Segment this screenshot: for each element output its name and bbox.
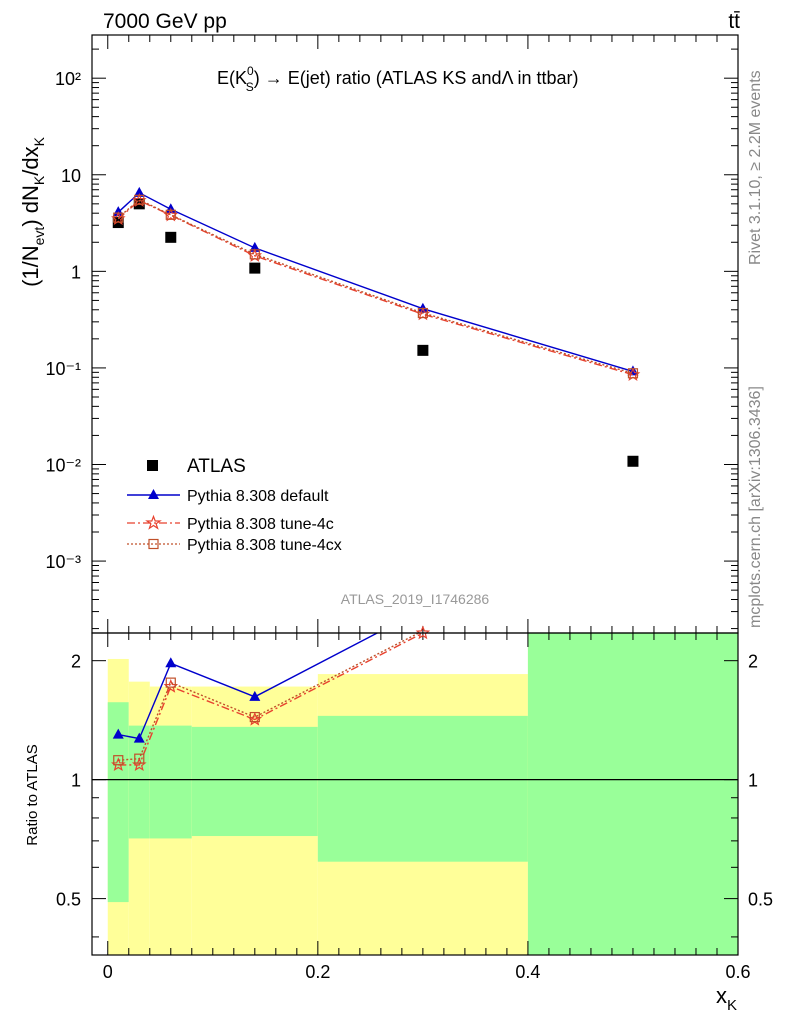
ratio-panel-series bbox=[111, 625, 431, 772]
band-green bbox=[149, 725, 192, 839]
atlas-point bbox=[627, 455, 639, 467]
x-tick-label: 0.2 bbox=[305, 962, 330, 982]
main-line-tune4cx bbox=[117, 198, 634, 374]
ratio-point-default bbox=[112, 728, 124, 739]
x-axis-label: xK bbox=[716, 983, 737, 1014]
svg-text:(1/Nevt) dNK/dxK: (1/Nevt) dNK/dxK bbox=[18, 136, 47, 287]
main-point-tune4cx bbox=[417, 307, 428, 319]
atlas-point bbox=[249, 262, 261, 274]
x-tick-label: 0 bbox=[103, 962, 113, 982]
ratio-point-default bbox=[133, 732, 145, 743]
atlas-point bbox=[165, 231, 177, 243]
band-green bbox=[317, 715, 528, 862]
rivet-label: Rivet 3.1.10, ≥ 2.2M events bbox=[747, 70, 764, 265]
band-green bbox=[527, 633, 738, 955]
tick-labels: 0 0.2 0.4 0.6 10⁻³ 10⁻² 10⁻¹ 1 10 10² 0.5 0.5 1 1 2 2 bbox=[45, 69, 773, 982]
ratio-y-tick-label-right: 0.5 bbox=[748, 890, 773, 910]
energy-label: 7000 GeV pp bbox=[103, 10, 227, 33]
ratio-y-tick-label-right: 1 bbox=[748, 771, 758, 791]
ratio-point-default bbox=[249, 690, 261, 701]
main-line-default bbox=[117, 191, 634, 373]
uncertainty-bands bbox=[92, 633, 738, 955]
legend-tune4c-marker bbox=[145, 514, 162, 530]
legend-item-tune4cx: Pythia 8.308 tune-4cx bbox=[127, 537, 342, 554]
main-point-tune4cx bbox=[249, 249, 260, 260]
main-point-tune4cx bbox=[113, 212, 124, 223]
atlas-point bbox=[417, 344, 429, 356]
legend-default-label: Pythia 8.308 default bbox=[187, 488, 329, 505]
legend-item-default: Pythia 8.308 default bbox=[127, 488, 329, 505]
main-point-tune4cx bbox=[134, 194, 145, 205]
svg-text:E(K0S) → E(jet) ratio (ATLAS K: E(K0 S) → E(jet) ratio (ATLAS KS andΛ in … bbox=[217, 64, 579, 94]
y-axis-label-main: (1/Nevt) dNK/dxK bbox=[18, 136, 47, 287]
ratio-point-tune4cx bbox=[249, 711, 260, 723]
x-tick-label: 0.4 bbox=[515, 962, 540, 982]
ratio-line-default bbox=[118, 633, 379, 740]
title-sub: S bbox=[246, 80, 254, 94]
ratio-point-tune4cx bbox=[165, 677, 176, 688]
ratio-y-tick-label-left: 2 bbox=[71, 652, 81, 672]
legend-item-tune4c: Pythia 8.308 tune-4c bbox=[127, 514, 334, 533]
y-axis-label-ratio: Ratio to ATLAS bbox=[24, 744, 41, 845]
ratio-point-tune4cx bbox=[113, 755, 124, 766]
svg-text:xK: xK bbox=[716, 983, 737, 1014]
y-tick-label-main: 1 bbox=[71, 262, 81, 282]
main-point-default bbox=[133, 186, 145, 197]
legend-atlas-marker bbox=[147, 460, 158, 471]
legend-tune4c-label: Pythia 8.308 tune-4c bbox=[187, 516, 334, 533]
main-point-tune4cx bbox=[627, 368, 639, 379]
process-label: tt̄ bbox=[728, 10, 740, 33]
arxiv-label: mcplots.cern.ch [arXiv:1306.3436] bbox=[747, 386, 764, 628]
ratio-panel-frame bbox=[91, 632, 739, 956]
y-tick-label-main: 10⁻³ bbox=[45, 552, 81, 572]
legend-default-marker bbox=[148, 489, 159, 499]
legend-tune4cx-marker bbox=[148, 538, 159, 550]
legend: ATLAS Pythia 8.308 default Pythia 8.308 … bbox=[127, 456, 342, 554]
y-tick-label-main: 10 bbox=[61, 166, 81, 186]
y-tick-label-main: 10² bbox=[55, 69, 81, 89]
band-green bbox=[107, 702, 129, 903]
band-green bbox=[191, 726, 318, 837]
band-green bbox=[128, 725, 150, 839]
main-point-tune4cx bbox=[165, 209, 176, 220]
legend-tune4cx-label: Pythia 8.308 tune-4cx bbox=[187, 537, 342, 554]
ratio-y-tick-label-right: 2 bbox=[748, 652, 758, 672]
legend-atlas-label: ATLAS bbox=[187, 456, 246, 477]
title-sup: 0 bbox=[247, 64, 254, 78]
ratio-y-tick-label-left: 1 bbox=[71, 771, 81, 791]
title-prefix: E(K bbox=[217, 68, 247, 88]
plot-title: E(K0 S) → E(jet) ratio (ATLAS KS andΛ in … bbox=[217, 64, 579, 94]
legend-item-atlas: ATLAS bbox=[147, 456, 246, 477]
y-tick-label-main: 10⁻¹ bbox=[45, 359, 81, 379]
y-tick-label-main: 10⁻² bbox=[45, 455, 81, 475]
x-tick-label: 0.6 bbox=[725, 962, 750, 982]
ratio-y-tick-label-left: 0.5 bbox=[56, 890, 81, 910]
main-panel-series bbox=[111, 186, 641, 467]
ratio-point-default bbox=[165, 657, 177, 668]
title-suffix: ) → E(jet) ratio (ATLAS KS andΛ in ttbar… bbox=[254, 68, 579, 88]
ratio-point-tune4cx bbox=[134, 753, 145, 764]
ratio-line-tune4cx bbox=[118, 633, 421, 761]
analysis-id: ATLAS_2019_I1746286 bbox=[341, 591, 490, 607]
ratio-point-tune4c bbox=[415, 625, 431, 640]
